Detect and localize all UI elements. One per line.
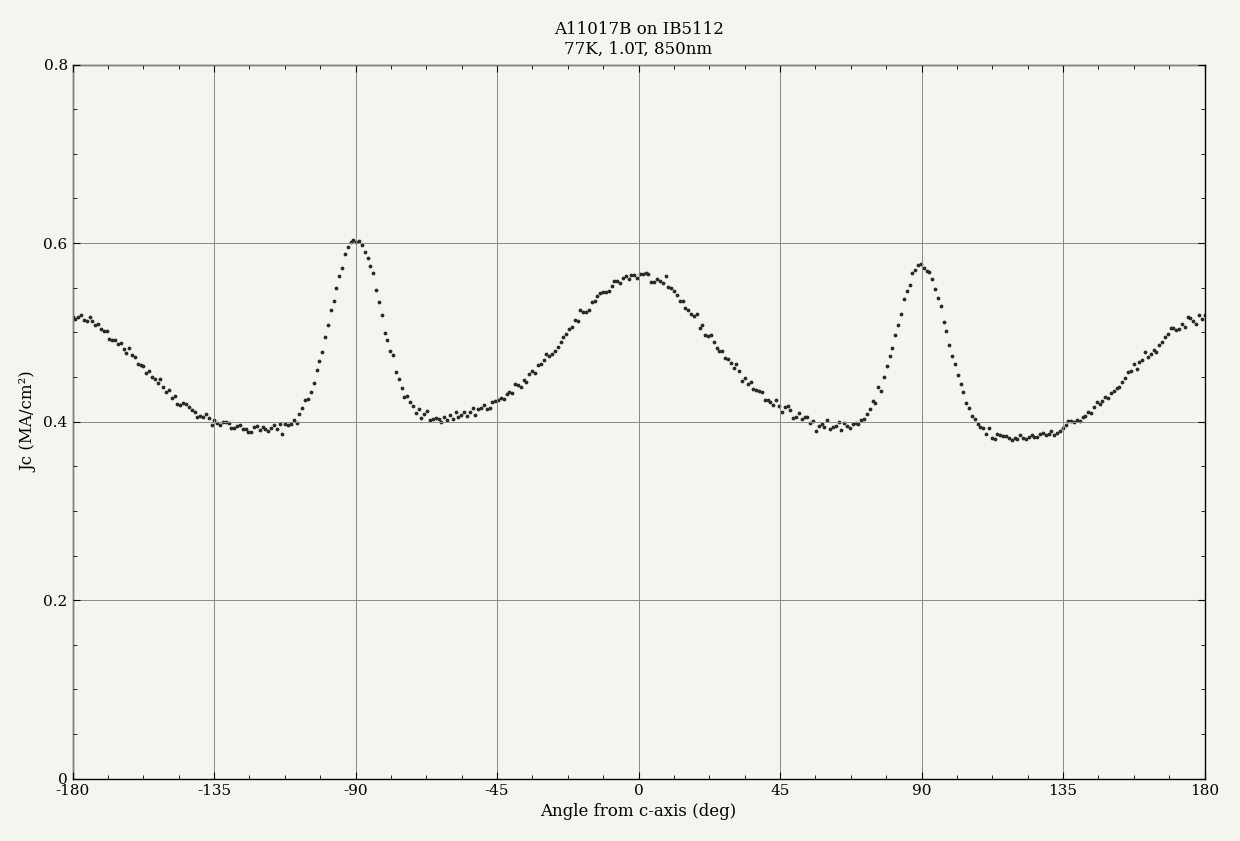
- X-axis label: Angle from c-axis (deg): Angle from c-axis (deg): [541, 803, 737, 820]
- Y-axis label: Jc (MA/cm²): Jc (MA/cm²): [21, 371, 38, 472]
- Title: A11017B on IB5112
77K, 1.0T, 850nm: A11017B on IB5112 77K, 1.0T, 850nm: [553, 21, 723, 57]
